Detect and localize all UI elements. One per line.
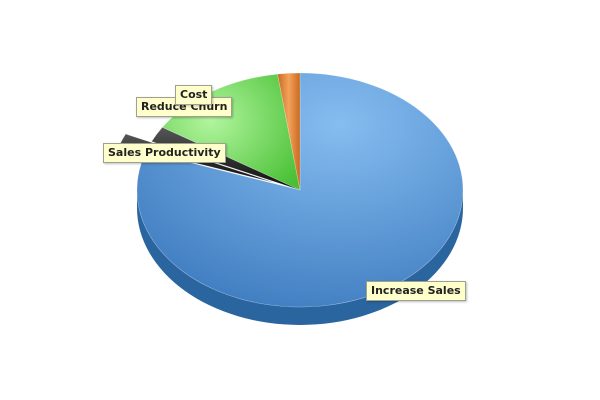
pie-slice-reduce-churn[interactable] bbox=[151, 126, 301, 191]
slice-label: Sales Productivity bbox=[103, 143, 226, 163]
pie-slice-unlabeled[interactable] bbox=[277, 72, 301, 191]
slice-label: Cost bbox=[175, 85, 213, 105]
slice-label: Increase Sales bbox=[366, 281, 466, 301]
